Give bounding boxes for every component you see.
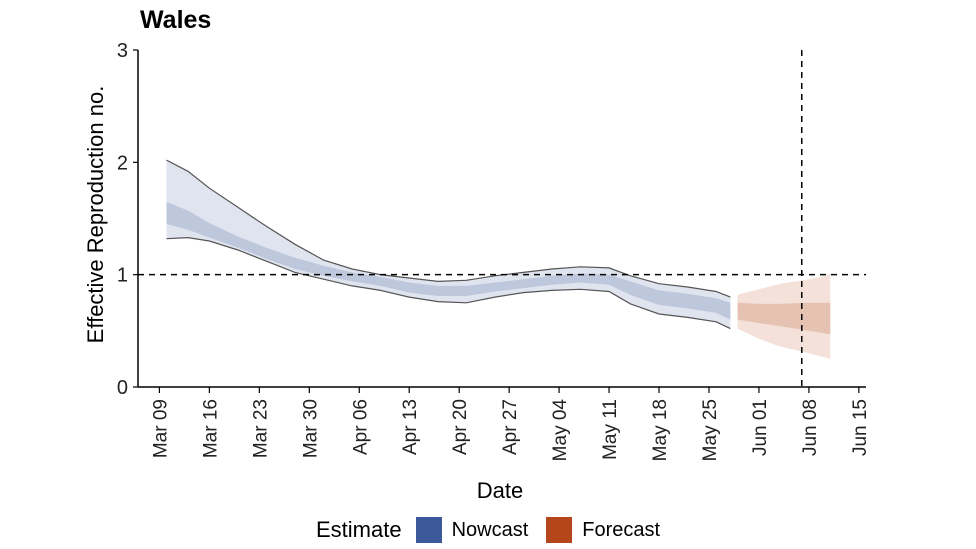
x-tick-label: Jun 08	[800, 399, 821, 456]
x-tick-label: May 11	[600, 399, 621, 460]
legend-title: Estimate	[316, 517, 402, 542]
forecast-inner-band	[737, 302, 831, 335]
x-tick-label: Mar 30	[300, 399, 321, 458]
x-tick-label: May 04	[550, 399, 571, 462]
x-tick-label: Apr 13	[400, 399, 421, 455]
x-tick-label: May 18	[650, 399, 671, 461]
x-tick-label: Jun 01	[750, 399, 771, 456]
y-tick-label: 0	[117, 377, 128, 399]
y-tick-label: 2	[117, 152, 128, 174]
x-tick-label: Jun 15	[850, 399, 871, 456]
x-tick-label: Mar 16	[200, 399, 221, 458]
chart-title: Wales	[140, 6, 212, 34]
y-axis-label: Effective Reproduction no.	[83, 86, 108, 344]
nowcast-upper-outline	[166, 159, 731, 298]
nowcast-outer-band	[166, 160, 731, 329]
y-tick-label: 3	[117, 40, 128, 62]
x-tick-label: May 25	[700, 399, 721, 461]
x-tick-label: Apr 20	[450, 399, 471, 455]
legend-swatch-nowcast	[415, 517, 442, 543]
x-axis-label: Date	[477, 478, 523, 503]
legend-label-nowcast: Nowcast	[451, 518, 529, 541]
x-tick-label: Mar 23	[250, 399, 271, 458]
legend-label-forecast: Forecast	[582, 518, 661, 541]
legend-swatch-forecast	[546, 517, 573, 543]
x-tick-label: Apr 27	[500, 399, 521, 455]
legend: Estimate Nowcast Forecast	[316, 517, 678, 543]
forecast-outer-band	[737, 274, 831, 359]
x-tick-label: Apr 06	[350, 399, 371, 455]
y-tick-label: 1	[117, 265, 128, 287]
nowcast-inner-band	[166, 201, 731, 320]
nowcast-lower-outline	[166, 236, 731, 330]
x-tick-label: Mar 09	[150, 399, 171, 458]
